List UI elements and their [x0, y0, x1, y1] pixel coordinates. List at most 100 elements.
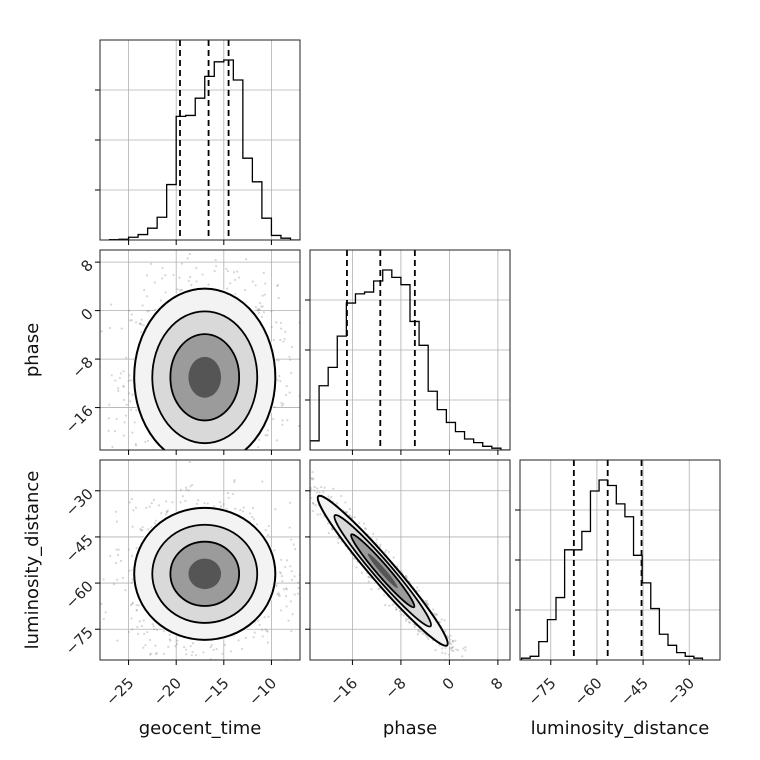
sample-point [190, 483, 194, 487]
sample-point [254, 284, 257, 287]
sample-point [122, 385, 125, 388]
sample-point [282, 340, 285, 343]
sample-point [405, 576, 409, 579]
sample-point [280, 558, 283, 562]
sample-point [337, 541, 340, 545]
sample-point [432, 608, 435, 611]
sample-point [142, 646, 145, 649]
sample-point [273, 549, 276, 552]
sample-point [183, 646, 186, 649]
sample-point [302, 467, 304, 469]
sample-point [78, 324, 80, 326]
sample-point [136, 626, 139, 629]
sample-point [448, 647, 451, 650]
sample-point [467, 667, 469, 669]
sample-point [433, 612, 436, 615]
sample-point [326, 522, 330, 525]
sample-point [316, 487, 319, 490]
x-tick-label-phase: −16 [326, 674, 361, 709]
sample-point [210, 643, 213, 647]
sample-point [171, 501, 174, 504]
sample-point [304, 479, 306, 481]
sample-point [129, 408, 133, 411]
sample-point [292, 543, 295, 546]
sample-point [153, 627, 156, 631]
sample-point [288, 526, 291, 529]
sample-point [179, 488, 182, 491]
panel-frame [99, 249, 301, 451]
sample-point [434, 613, 438, 616]
sample-point [215, 647, 218, 651]
sample-point [191, 650, 194, 654]
sample-point [248, 512, 252, 515]
sample-point [154, 519, 158, 522]
sample-point [305, 587, 307, 589]
sample-point [407, 617, 410, 621]
sample-point [187, 279, 190, 282]
sample-point [101, 456, 103, 458]
sample-point [405, 617, 408, 620]
sample-point [178, 276, 181, 279]
sample-point [286, 419, 289, 422]
sample-point [197, 499, 200, 502]
sample-point [330, 496, 333, 499]
sample-point [336, 502, 339, 505]
sample-point [264, 434, 267, 437]
sample-point [138, 322, 141, 325]
sample-point [290, 345, 294, 348]
sample-point [207, 453, 209, 455]
sample-point [153, 522, 157, 525]
sample-point [113, 429, 117, 433]
sample-point [257, 450, 259, 452]
sample-point [280, 401, 283, 405]
sample-point [407, 620, 411, 624]
sample-point [229, 650, 233, 653]
sample-point [212, 451, 214, 453]
sample-point [145, 506, 148, 510]
joint-inner [100, 460, 307, 677]
sample-point [166, 675, 168, 677]
sample-point [242, 506, 245, 509]
sample-point [239, 509, 242, 512]
sample-point [155, 652, 158, 655]
sample-point [154, 652, 157, 655]
sample-point [284, 595, 288, 598]
density-core [367, 553, 398, 589]
sample-point [256, 308, 259, 311]
sample-point [310, 477, 313, 480]
sample-point [460, 661, 462, 663]
sample-point [417, 630, 420, 633]
sample-point [137, 632, 140, 636]
y-tick-label-phase: 8 [77, 256, 96, 275]
sample-point [263, 616, 266, 619]
sample-point [332, 487, 335, 490]
sample-point [168, 638, 171, 641]
sample-point [348, 514, 351, 517]
sample-point [267, 533, 270, 537]
sample-point [190, 654, 193, 657]
sample-point [288, 391, 291, 394]
y-tick-label-luminosity_distance: −75 [62, 623, 97, 658]
x-tick-label-luminosity_distance: −75 [524, 674, 559, 709]
joint-panel-phase-luminosity_distance [304, 459, 511, 669]
marginal-panel-geocent_time [95, 39, 301, 245]
sample-point [417, 629, 420, 632]
sample-point [251, 280, 254, 283]
marginal-panel-luminosity_distance [515, 459, 721, 665]
sample-point [368, 576, 371, 579]
sample-point [134, 444, 138, 447]
sample-point [383, 594, 386, 597]
sample-point [139, 529, 143, 532]
sample-point [316, 513, 319, 516]
x-tick-label-phase: 8 [487, 674, 506, 693]
sample-point [277, 359, 280, 362]
histogram-step-luminosity_distance [520, 479, 704, 660]
sample-point [191, 642, 195, 645]
sample-point [282, 402, 285, 406]
sample-point [159, 299, 162, 302]
sample-point [233, 478, 236, 482]
sample-point [164, 291, 167, 294]
sample-point [387, 550, 390, 554]
sample-point [126, 455, 128, 457]
sample-point [122, 384, 125, 388]
